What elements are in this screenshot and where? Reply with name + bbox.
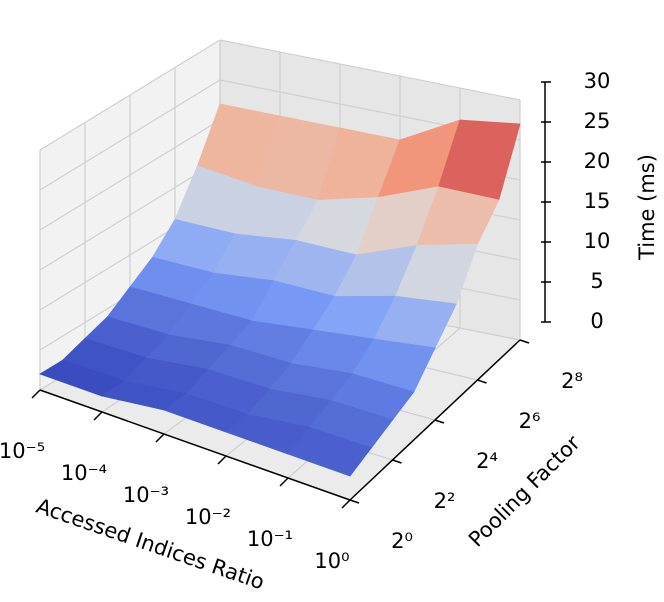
z-tick-label: 0 (590, 309, 603, 333)
x-tick-label: 10⁰ (314, 549, 349, 573)
x-tick (31, 389, 41, 399)
x-tick (279, 477, 289, 487)
z-tick-label: 20 (584, 149, 611, 173)
surface (39, 103, 521, 477)
y-axis-line (349, 339, 521, 501)
y-tick-label: 2² (434, 489, 456, 513)
grid-line (39, 159, 221, 271)
x-tick (341, 499, 351, 509)
y-tick-label: 2⁰ (391, 529, 413, 553)
y-tick (434, 419, 445, 424)
grid-line (39, 39, 221, 151)
y-tick-label: 2⁴ (476, 449, 498, 473)
x-tick (155, 433, 165, 443)
x-axis-line (39, 389, 351, 501)
y-tick (477, 379, 487, 384)
grid-line (39, 119, 221, 231)
x-tick-label: 10⁻² (185, 505, 231, 529)
y-tick-label: 2⁸ (561, 369, 583, 393)
y-tick (349, 499, 360, 504)
x-tick-label: 10⁻³ (123, 483, 169, 507)
x-tick-label: 10⁻⁴ (61, 461, 107, 485)
z-tick-label: 10 (584, 229, 611, 253)
x-tick (217, 455, 227, 465)
x-axis-label: Accessed Indices Ratio (33, 494, 267, 595)
y-tick-label: 2⁶ (519, 409, 541, 433)
grid-line (219, 39, 521, 101)
x-tick-label: 10⁻⁵ (0, 439, 45, 463)
z-tick-label: 15 (584, 189, 611, 213)
y-tick (392, 459, 402, 464)
grid-line (39, 79, 221, 191)
axes: 10⁻⁵ 10⁻⁴ 10⁻³ 10⁻² 10⁻¹ 10⁰ 2⁰ 2² 2⁴ 2⁶ 2⁸ 0 5 10 15 2… (0, 69, 610, 573)
y-tick (519, 339, 530, 344)
surface-patch (287, 426, 372, 477)
z-axis-label: Time (ms) (635, 154, 659, 261)
x-tick-label: 10⁻¹ (247, 527, 293, 551)
z-tick-label: 25 (584, 109, 611, 133)
z-tick-label: 5 (590, 269, 603, 293)
x-tick (93, 411, 103, 421)
z-tick-label: 30 (584, 69, 611, 93)
